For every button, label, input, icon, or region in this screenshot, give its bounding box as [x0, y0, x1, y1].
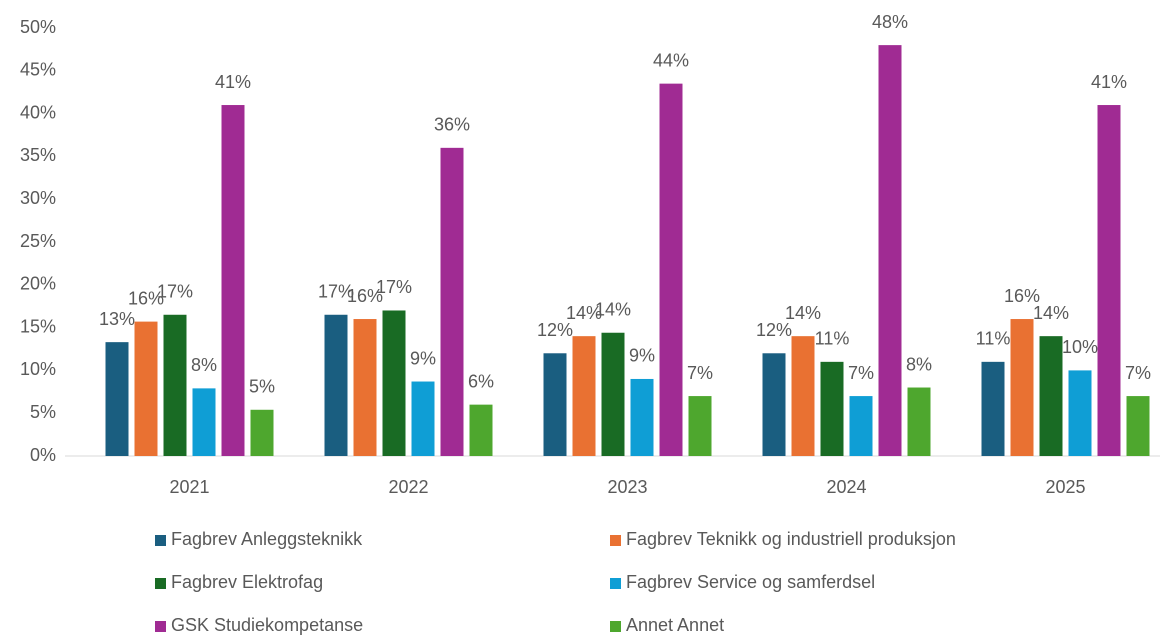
bar [878, 45, 902, 457]
data-label: 8% [906, 354, 932, 374]
legend-swatch [155, 621, 166, 632]
y-tick-label: 25% [20, 231, 56, 251]
y-tick-label: 35% [20, 145, 56, 165]
legend-label: GSK Studiekompetanse [171, 615, 363, 635]
bar [163, 314, 187, 456]
legend-swatch [610, 535, 621, 546]
data-label: 7% [848, 363, 874, 383]
bar [601, 332, 625, 456]
legend-swatch [155, 578, 166, 589]
legend-label: Fagbrev Teknikk og industriell produksjo… [626, 529, 956, 549]
y-tick-label: 0% [30, 445, 56, 465]
bar [1097, 105, 1121, 456]
data-label: 17% [157, 282, 193, 302]
data-label: 9% [629, 346, 655, 366]
data-label: 7% [1125, 363, 1151, 383]
legend-label: Annet Annet [626, 615, 724, 635]
data-label: 14% [785, 303, 821, 323]
bar [411, 381, 435, 456]
data-label: 12% [756, 320, 792, 340]
legend-swatch [610, 621, 621, 632]
bar [221, 105, 245, 456]
x-tick-label: 2024 [826, 477, 866, 497]
data-label: 8% [191, 355, 217, 375]
bar [543, 353, 567, 456]
bar [791, 336, 815, 456]
bar [688, 396, 712, 456]
bar [762, 353, 786, 456]
data-label: 14% [1033, 303, 1069, 323]
data-label: 11% [976, 329, 1011, 349]
data-label: 12% [537, 320, 573, 340]
y-tick-label: 10% [20, 359, 56, 379]
data-label: 44% [653, 50, 689, 70]
bar [820, 361, 844, 456]
legend-label: Fagbrev Service og samferdsel [626, 572, 875, 592]
data-label: 17% [376, 277, 412, 297]
data-label: 7% [687, 363, 713, 383]
x-tick-label: 2023 [607, 477, 647, 497]
data-label: 16% [128, 288, 164, 308]
bar [382, 310, 406, 456]
data-label: 11% [815, 329, 850, 349]
bar [849, 396, 873, 456]
bar [907, 387, 931, 456]
data-label: 14% [595, 299, 631, 319]
data-label: 41% [215, 72, 251, 92]
bar [1126, 396, 1150, 456]
bar [630, 378, 654, 456]
bar [105, 342, 129, 456]
y-tick-label: 45% [20, 60, 56, 80]
data-label: 9% [410, 348, 436, 368]
bar [192, 388, 216, 456]
data-label: 17% [318, 282, 354, 302]
bar [440, 147, 464, 456]
bar [134, 321, 158, 456]
data-label: 13% [99, 309, 135, 329]
data-label: 10% [1062, 337, 1098, 357]
y-tick-label: 20% [20, 274, 56, 294]
legend-label: Fagbrev Elektrofag [171, 572, 323, 592]
data-label: 48% [872, 12, 908, 32]
data-label: 14% [566, 303, 602, 323]
bar [1010, 319, 1034, 456]
data-label: 16% [1004, 286, 1040, 306]
bar [981, 361, 1005, 456]
bar [1068, 370, 1092, 456]
bar [1039, 336, 1063, 456]
y-tick-label: 5% [30, 402, 56, 422]
x-tick-label: 2025 [1045, 477, 1085, 497]
y-tick-label: 40% [20, 102, 56, 122]
legend-swatch [610, 578, 621, 589]
y-tick-label: 30% [20, 188, 56, 208]
y-tick-label: 15% [20, 316, 56, 336]
data-label: 36% [434, 115, 470, 135]
bar [250, 409, 274, 456]
y-tick-label: 50% [20, 17, 56, 37]
data-label: 41% [1091, 72, 1127, 92]
bar [353, 319, 377, 456]
bar [469, 404, 493, 456]
data-label: 5% [249, 377, 275, 397]
bar [324, 314, 348, 456]
data-label: 6% [468, 371, 494, 391]
legend-label: Fagbrev Anleggsteknikk [171, 529, 363, 549]
legend-swatch [155, 535, 166, 546]
bar [659, 83, 683, 456]
data-label: 16% [347, 286, 383, 306]
bar [572, 336, 596, 456]
x-tick-label: 2022 [388, 477, 428, 497]
x-tick-label: 2021 [169, 477, 209, 497]
